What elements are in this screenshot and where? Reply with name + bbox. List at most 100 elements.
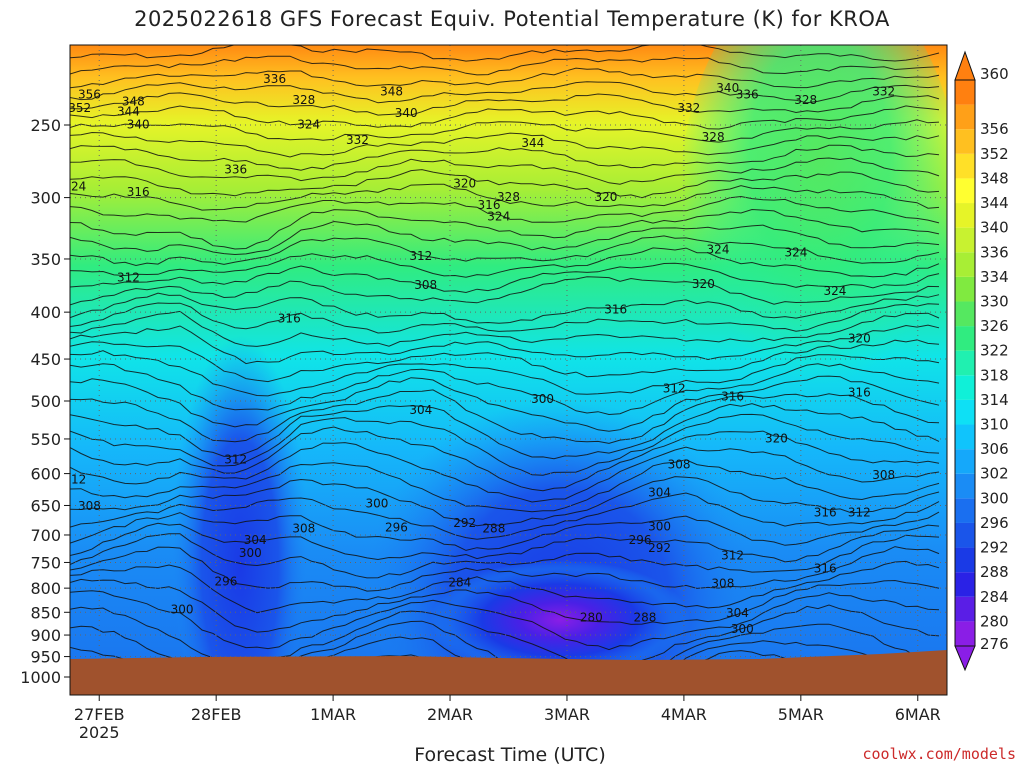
contour-label: 316 (478, 198, 501, 212)
contour-line (70, 363, 940, 416)
y-tick-label: 300 (30, 189, 61, 208)
contour-label: 320 (594, 190, 617, 204)
contour-label: 304 (726, 606, 749, 620)
contour-label: 312 (224, 453, 247, 467)
contour-line (70, 511, 940, 551)
contour-label: 320 (848, 332, 871, 346)
contour-lines (70, 45, 940, 695)
contour-line (70, 578, 940, 633)
contour-label: 312 (848, 505, 871, 519)
contour-line (70, 560, 940, 614)
contour-line (70, 302, 940, 334)
contour-label: 312 (721, 549, 744, 563)
colorbar-segment (955, 473, 975, 499)
contour-label: 280 (580, 610, 603, 624)
contour-label: 300 (171, 602, 194, 616)
colorbar-segment (955, 498, 975, 523)
colorbar-segment (955, 227, 975, 253)
contour-label: 324 (297, 118, 320, 132)
contour-label: 348 (122, 95, 145, 109)
contour-line (70, 105, 940, 130)
x-axis-label: Forecast Time (UTC) (414, 744, 606, 766)
contour-line (70, 235, 940, 267)
colorbar-label: 322 (980, 342, 1009, 360)
contour-label: 316 (127, 185, 150, 199)
contour-label: 308 (711, 577, 734, 591)
colorbar-label: 326 (980, 317, 1009, 335)
contour-label: 336 (263, 72, 286, 86)
contour-line (70, 339, 940, 383)
contour-line (70, 403, 940, 460)
contour-label: 312 (63, 473, 86, 487)
contour-line (70, 492, 940, 540)
credit-link[interactable]: coolwx.com/models (862, 745, 1016, 763)
y-tick-label: 350 (30, 250, 61, 269)
contour-label: 288 (482, 522, 505, 536)
y-tick-label: 750 (30, 553, 61, 572)
y-tick-label: 550 (30, 430, 61, 449)
contour-label: 292 (648, 541, 671, 555)
colorbar-segment (955, 522, 975, 548)
x-tick-label: 27FEB (74, 705, 125, 724)
colorbar-segment (955, 178, 975, 204)
contour-label: 340 (395, 106, 418, 120)
colorbar-label: 314 (980, 391, 1009, 409)
contour-line (70, 169, 940, 199)
contour-line (70, 590, 940, 651)
contour-line (70, 413, 940, 476)
contour-line (70, 310, 940, 347)
y-tick-label: 500 (30, 392, 61, 411)
contour-label: 316 (848, 385, 871, 399)
colorbar-label: 292 (980, 539, 1009, 557)
colorbar-label: 310 (980, 416, 1009, 434)
contour-line (70, 442, 940, 503)
y-tick-label: 700 (30, 526, 61, 545)
colorbar-extend-top (954, 50, 976, 81)
contour-line (70, 195, 940, 224)
contour-label: 316 (721, 389, 744, 403)
contour-label: 284 (448, 576, 471, 590)
contour-line (70, 476, 940, 527)
contour-label: 316 (814, 561, 837, 575)
contour-line (70, 533, 940, 579)
colorbar-label: 334 (980, 268, 1009, 286)
colorbar-label: 302 (980, 465, 1009, 483)
contour-label: 300 (239, 546, 262, 560)
contour-line (70, 375, 940, 432)
contour-label: 320 (453, 177, 476, 191)
contour-label: 340 (127, 118, 150, 132)
contour-label: 300 (531, 392, 554, 406)
colorbar-label: 284 (980, 588, 1009, 606)
y-tick-label: 450 (30, 350, 61, 369)
contour-line (70, 55, 940, 76)
colorbar-segment (955, 276, 975, 302)
x-tick-label: 3MAR (544, 705, 590, 724)
contour-line (70, 144, 940, 171)
colorbar-segment (955, 80, 975, 105)
colorbar-label: 340 (980, 219, 1009, 237)
y-axis: 250 300 350 400 450 500 550 600 650 700 750 800 850 9… (20, 116, 70, 687)
contour-line (70, 119, 940, 143)
colorbar-segment (955, 252, 975, 277)
colorbar-segment (955, 572, 975, 597)
y-tick-label: 650 (30, 496, 61, 515)
colorbar-label: 356 (980, 120, 1009, 138)
contour-label: 328 (702, 130, 725, 144)
colorbar-segment (955, 129, 975, 154)
colorbar-label: 280 (980, 612, 1009, 630)
contour-line (70, 389, 940, 444)
colorbar-extend-bottom (954, 645, 976, 672)
contour-label: 316 (278, 312, 301, 326)
grid-lines (70, 45, 947, 695)
contour-line (70, 426, 940, 492)
y-tick-label: 1000 (20, 668, 61, 687)
colorbar-segment (955, 104, 975, 130)
colorbar-segment (955, 424, 975, 450)
contour-line (70, 324, 940, 365)
y-tick-label: 950 (30, 648, 61, 667)
y-tick-label: 900 (30, 626, 61, 645)
colorbar-label: 360 (980, 65, 1009, 83)
contour-label: 292 (453, 516, 476, 530)
